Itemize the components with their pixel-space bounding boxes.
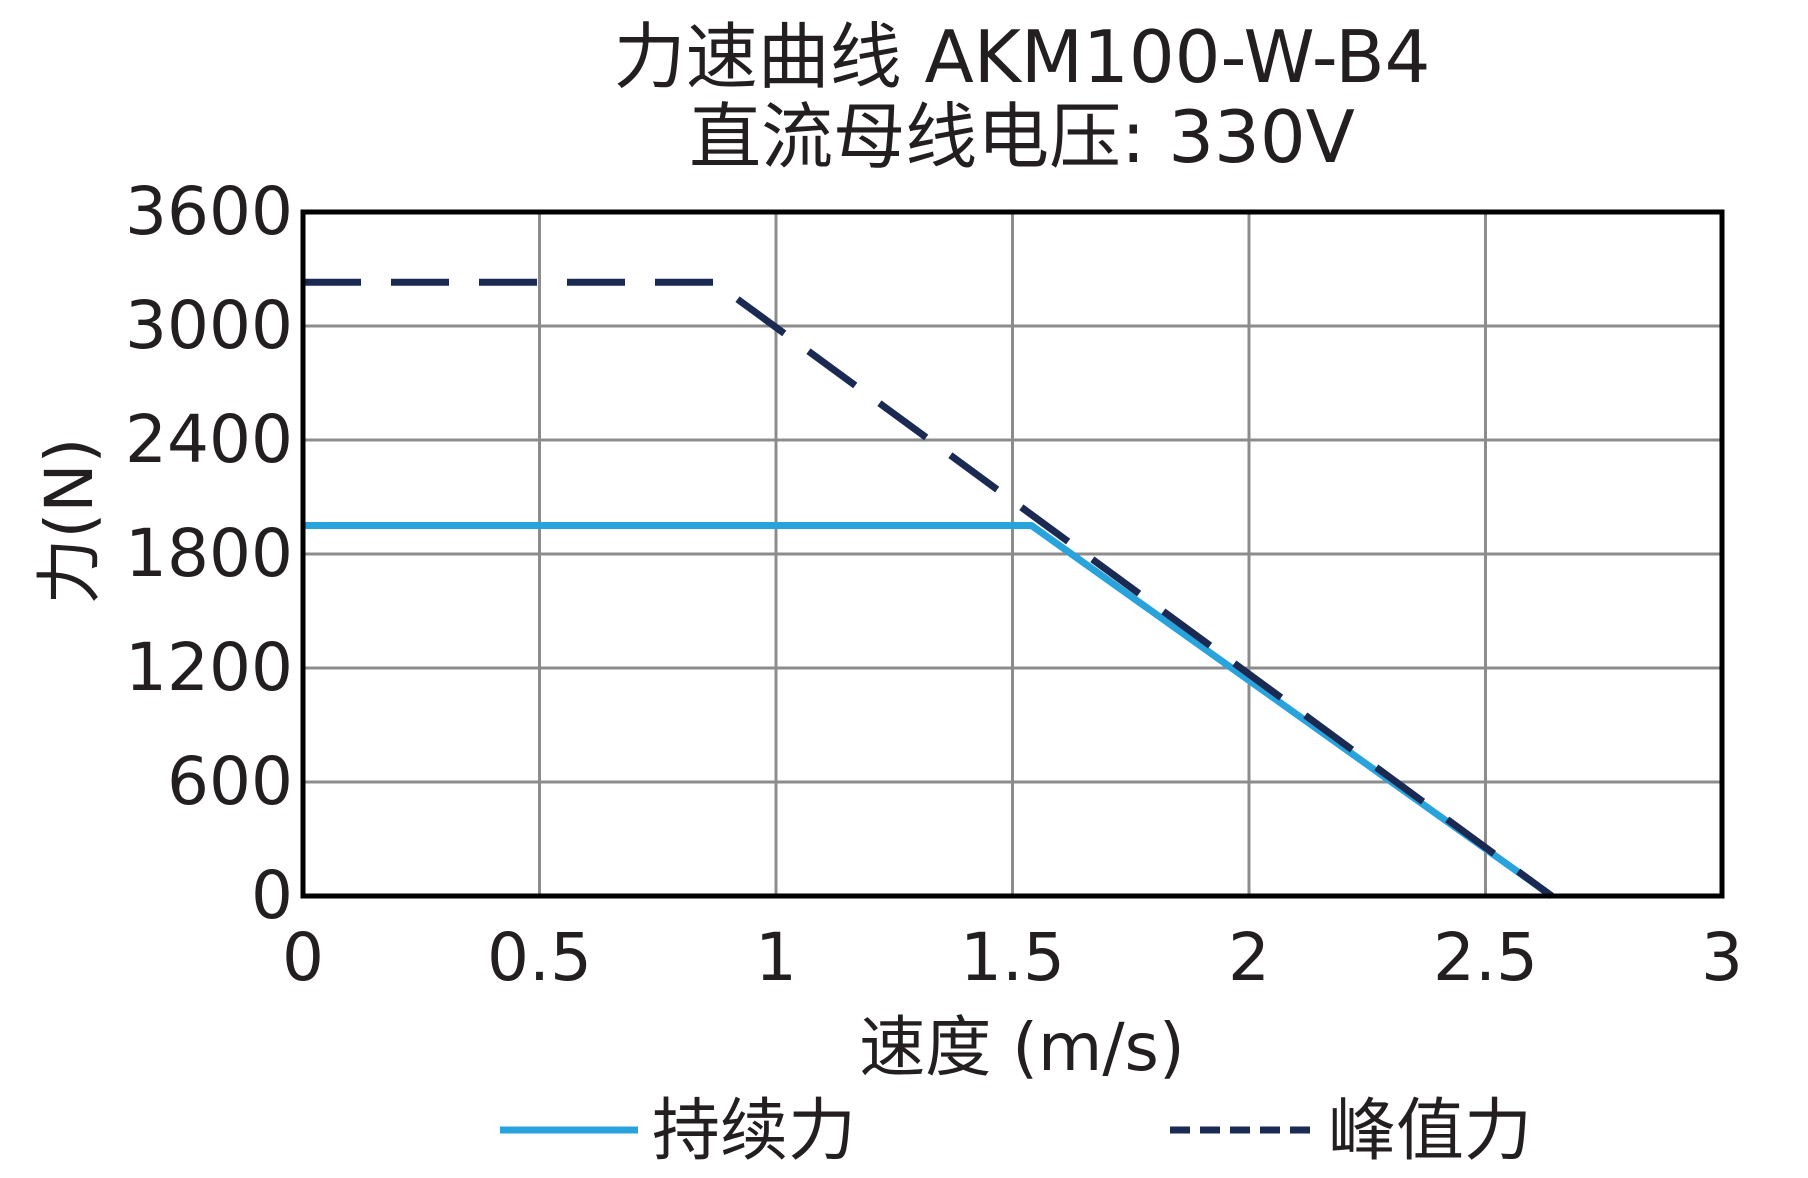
chart-subtitle: 直流母线电压: 330V <box>689 95 1355 179</box>
y-tick-label: 600 <box>167 743 293 820</box>
x-tick-labels: 0 0.5 1 1.5 2 2.5 3 <box>282 919 1743 996</box>
x-tick-label: 2.5 <box>1433 919 1538 996</box>
y-tick-labels: 0 600 1200 1800 2400 3000 3600 <box>125 173 293 934</box>
series-line-peak <box>303 278 1554 899</box>
y-tick-label: 3000 <box>125 287 293 364</box>
x-tick-label: 0.5 <box>487 919 592 996</box>
x-tick-label: 2 <box>1228 919 1270 996</box>
x-tick-label: 3 <box>1701 919 1743 996</box>
y-tick-label: 0 <box>251 857 293 934</box>
x-axis-label: 速度 (m/s) <box>859 1009 1184 1086</box>
y-tick-label: 3600 <box>125 173 293 250</box>
y-tick-label: 1200 <box>125 629 293 706</box>
legend: 持续力 峰值力 <box>500 1092 1532 1171</box>
series-line-continuous <box>303 522 1554 899</box>
plot-frame <box>300 209 1725 899</box>
grid-lines <box>303 212 1722 896</box>
y-tick-label: 2400 <box>125 401 293 478</box>
x-tick-label: 0 <box>282 919 324 996</box>
legend-label-continuous: 持续力 <box>652 1092 856 1171</box>
y-tick-label: 1800 <box>125 515 293 592</box>
y-axis-label: 力(N) <box>31 438 108 605</box>
legend-label-peak: 峰值力 <box>1328 1092 1532 1171</box>
series-lines <box>303 278 1554 899</box>
x-tick-label: 1.5 <box>960 919 1065 996</box>
x-tick-label: 1 <box>755 919 797 996</box>
chart-title: 力速曲线 AKM100-W-B4 <box>614 15 1431 99</box>
